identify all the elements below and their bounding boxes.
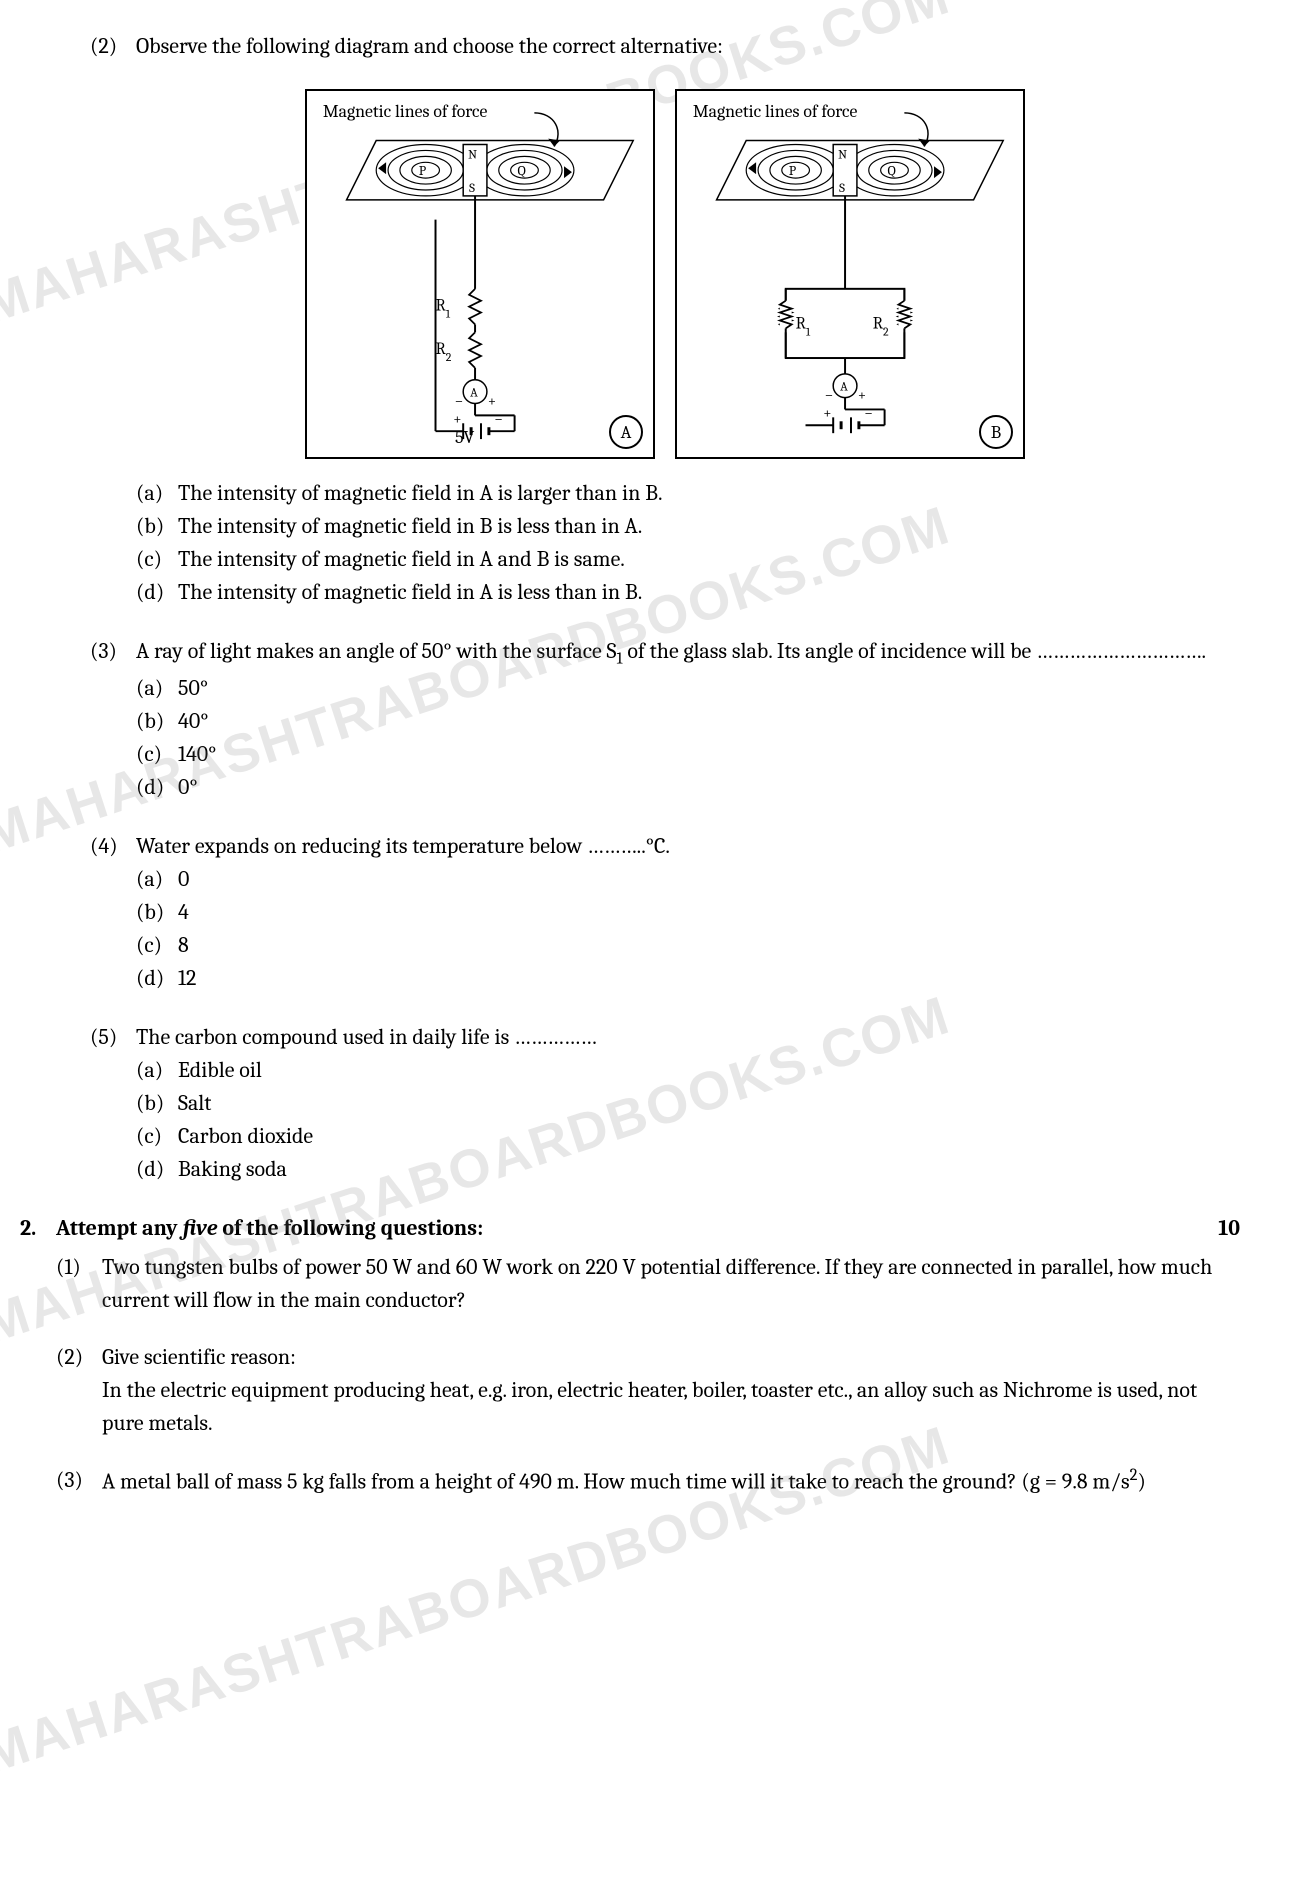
q5-text: The carbon compound used in daily life i… xyxy=(136,1021,1240,1054)
q5-options: (a)Edible oil (b)Salt (c)Carbon dioxide … xyxy=(136,1054,1240,1186)
svg-text:R1: R1 xyxy=(796,314,811,338)
q3-text: A ray of light makes an angle of 50° wit… xyxy=(136,635,1240,672)
diagram-a-badge: A xyxy=(609,415,643,449)
section2-sub3: (3) A metal ball of mass 5 kg falls from… xyxy=(56,1464,1240,1498)
sub2-text: In the electric equipment producing heat… xyxy=(102,1374,1240,1440)
svg-text:–: – xyxy=(825,387,832,404)
svg-text:N: N xyxy=(838,147,847,162)
section-2-number: 2. xyxy=(20,1212,56,1245)
sub2-head: Give scientific reason: xyxy=(102,1341,1240,1374)
diag-a-title: Magnetic lines of force xyxy=(323,102,488,122)
q4-text: Water expands on reducing its temperatur… xyxy=(136,830,1240,863)
q4-option-a: (a)0 xyxy=(136,863,1240,896)
svg-text:R2: R2 xyxy=(436,340,452,364)
svg-text:S: S xyxy=(839,181,845,196)
question-4: (4) Water expands on reducing its temper… xyxy=(90,830,1240,995)
section2-sub1: (1) Two tungsten bulbs of power 50 W and… xyxy=(56,1251,1240,1317)
diagram-a: Magnetic lines of force P Q xyxy=(305,89,655,459)
q5-option-c: (c)Carbon dioxide xyxy=(136,1120,1240,1153)
q4-number: (4) xyxy=(90,830,136,863)
q2-option-b: (b)The intensity of magnetic field in B … xyxy=(136,510,1240,543)
sub3-number: (3) xyxy=(56,1464,102,1498)
q2-option-a: (a)The intensity of magnetic field in A … xyxy=(136,477,1240,510)
q3-option-c: (c)140° xyxy=(136,738,1240,771)
svg-text:–: – xyxy=(455,392,462,409)
sub3-text: A metal ball of mass 5 kg falls from a h… xyxy=(102,1464,1240,1498)
svg-text:P: P xyxy=(789,164,797,179)
sub1-text: Two tungsten bulbs of power 50 W and 60 … xyxy=(102,1251,1240,1317)
svg-text:S: S xyxy=(469,181,475,196)
q3-option-d: (d)0° xyxy=(136,771,1240,804)
q2-number: (2) xyxy=(90,30,136,63)
svg-text:Q: Q xyxy=(888,164,896,179)
sub2-number: (2) xyxy=(56,1341,102,1374)
svg-text:P: P xyxy=(419,164,427,179)
svg-text:R2: R2 xyxy=(873,314,889,338)
svg-text:R1: R1 xyxy=(436,297,451,321)
diag-b-title: Magnetic lines of force xyxy=(693,102,858,122)
q5-number: (5) xyxy=(90,1021,136,1054)
svg-text:A: A xyxy=(840,380,848,395)
svg-text:–: – xyxy=(865,404,872,421)
q4-option-d: (d)12 xyxy=(136,962,1240,995)
question-2: (2) Observe the following diagram and ch… xyxy=(90,30,1240,609)
q3-option-a: (a)50° xyxy=(136,672,1240,705)
q2-options: (a)The intensity of magnetic field in A … xyxy=(136,477,1240,609)
question-3: (3) A ray of light makes an angle of 50°… xyxy=(90,635,1240,804)
section-2-title: Attempt any five of the following questi… xyxy=(56,1212,1198,1245)
q2-diagram-row: Magnetic lines of force P Q xyxy=(90,89,1240,459)
svg-text:N: N xyxy=(468,147,477,162)
q3-option-b: (b)40° xyxy=(136,705,1240,738)
q5-option-a: (a)Edible oil xyxy=(136,1054,1240,1087)
q2-option-d: (d)The intensity of magnetic field in A … xyxy=(136,576,1240,609)
question-5: (5) The carbon compound used in daily li… xyxy=(90,1021,1240,1186)
svg-text:Q: Q xyxy=(518,164,526,179)
q5-option-b: (b)Salt xyxy=(136,1087,1240,1120)
svg-text:+: + xyxy=(858,387,866,404)
section2-sub2: (2) Give scientific reason: In the elect… xyxy=(56,1341,1240,1440)
q4-options: (a)0 (b)4 (c)8 (d)12 xyxy=(136,863,1240,995)
svg-text:+: + xyxy=(488,392,496,409)
diagram-b: Magnetic lines of force P Q xyxy=(675,89,1025,459)
diagram-a-voltage: 5V xyxy=(455,424,474,451)
q4-option-b: (b)4 xyxy=(136,896,1240,929)
q2-text: Observe the following diagram and choose… xyxy=(136,30,1240,63)
svg-text:+: + xyxy=(823,404,831,421)
svg-text:A: A xyxy=(470,386,478,401)
q4-option-c: (c)8 xyxy=(136,929,1240,962)
section-2-marks: 10 xyxy=(1218,1212,1240,1245)
q3-number: (3) xyxy=(90,635,136,672)
section-2-heading: 2. Attempt any five of the following que… xyxy=(20,1212,1240,1245)
q2-option-c: (c)The intensity of magnetic field in A … xyxy=(136,543,1240,576)
sub1-number: (1) xyxy=(56,1251,102,1317)
q5-option-d: (d)Baking soda xyxy=(136,1153,1240,1186)
diagram-b-badge: B xyxy=(979,415,1013,449)
svg-text:–: – xyxy=(495,410,502,427)
q3-options: (a)50° (b)40° (c)140° (d)0° xyxy=(136,672,1240,804)
